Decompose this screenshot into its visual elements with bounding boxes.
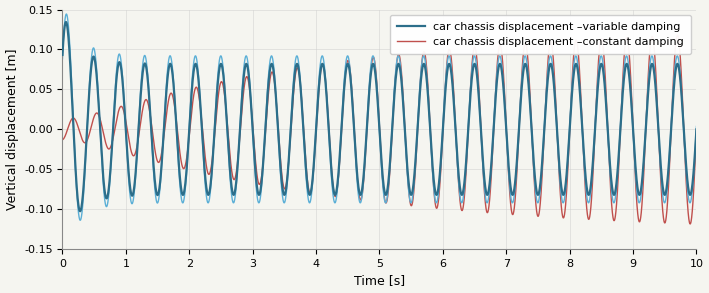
- car chassis displacement –constant damping: [686, 222, 694, 226]
- car chassis displacement –variable damping: [646, 71, 654, 75]
- car chassis displacement –constant damping: [674, 33, 682, 37]
- car chassis displacement –variable damping: [391, 79, 400, 82]
- Line: car chassis displacement –variable damping: car chassis displacement –variable dampi…: [62, 22, 696, 211]
- Legend: car chassis displacement –variable damping, car chassis displacement –constant d: car chassis displacement –variable dampi…: [390, 15, 691, 54]
- car chassis displacement –variable damping: [62, 20, 70, 24]
- car chassis displacement –constant damping: [646, 49, 654, 53]
- X-axis label: Time [s]: Time [s]: [354, 275, 405, 287]
- car chassis displacement –variable damping: [692, 128, 700, 131]
- car chassis displacement –variable damping: [513, 163, 521, 167]
- car chassis displacement –constant damping: [391, 74, 400, 78]
- car chassis displacement –constant damping: [576, 76, 584, 80]
- car chassis displacement –constant damping: [398, 93, 407, 97]
- car chassis displacement –constant damping: [58, 138, 67, 142]
- Line: car chassis displacement –constant damping: car chassis displacement –constant dampi…: [62, 35, 696, 224]
- car chassis displacement –variable damping: [58, 53, 67, 57]
- car chassis displacement –constant damping: [132, 150, 140, 153]
- car chassis displacement –variable damping: [576, 92, 584, 95]
- Y-axis label: Vertical displacement [m]: Vertical displacement [m]: [6, 49, 18, 210]
- car chassis displacement –variable damping: [76, 209, 84, 213]
- car chassis displacement –constant damping: [513, 177, 521, 180]
- car chassis displacement –constant damping: [692, 128, 700, 132]
- car chassis displacement –variable damping: [399, 101, 408, 104]
- car chassis displacement –variable damping: [132, 167, 140, 171]
